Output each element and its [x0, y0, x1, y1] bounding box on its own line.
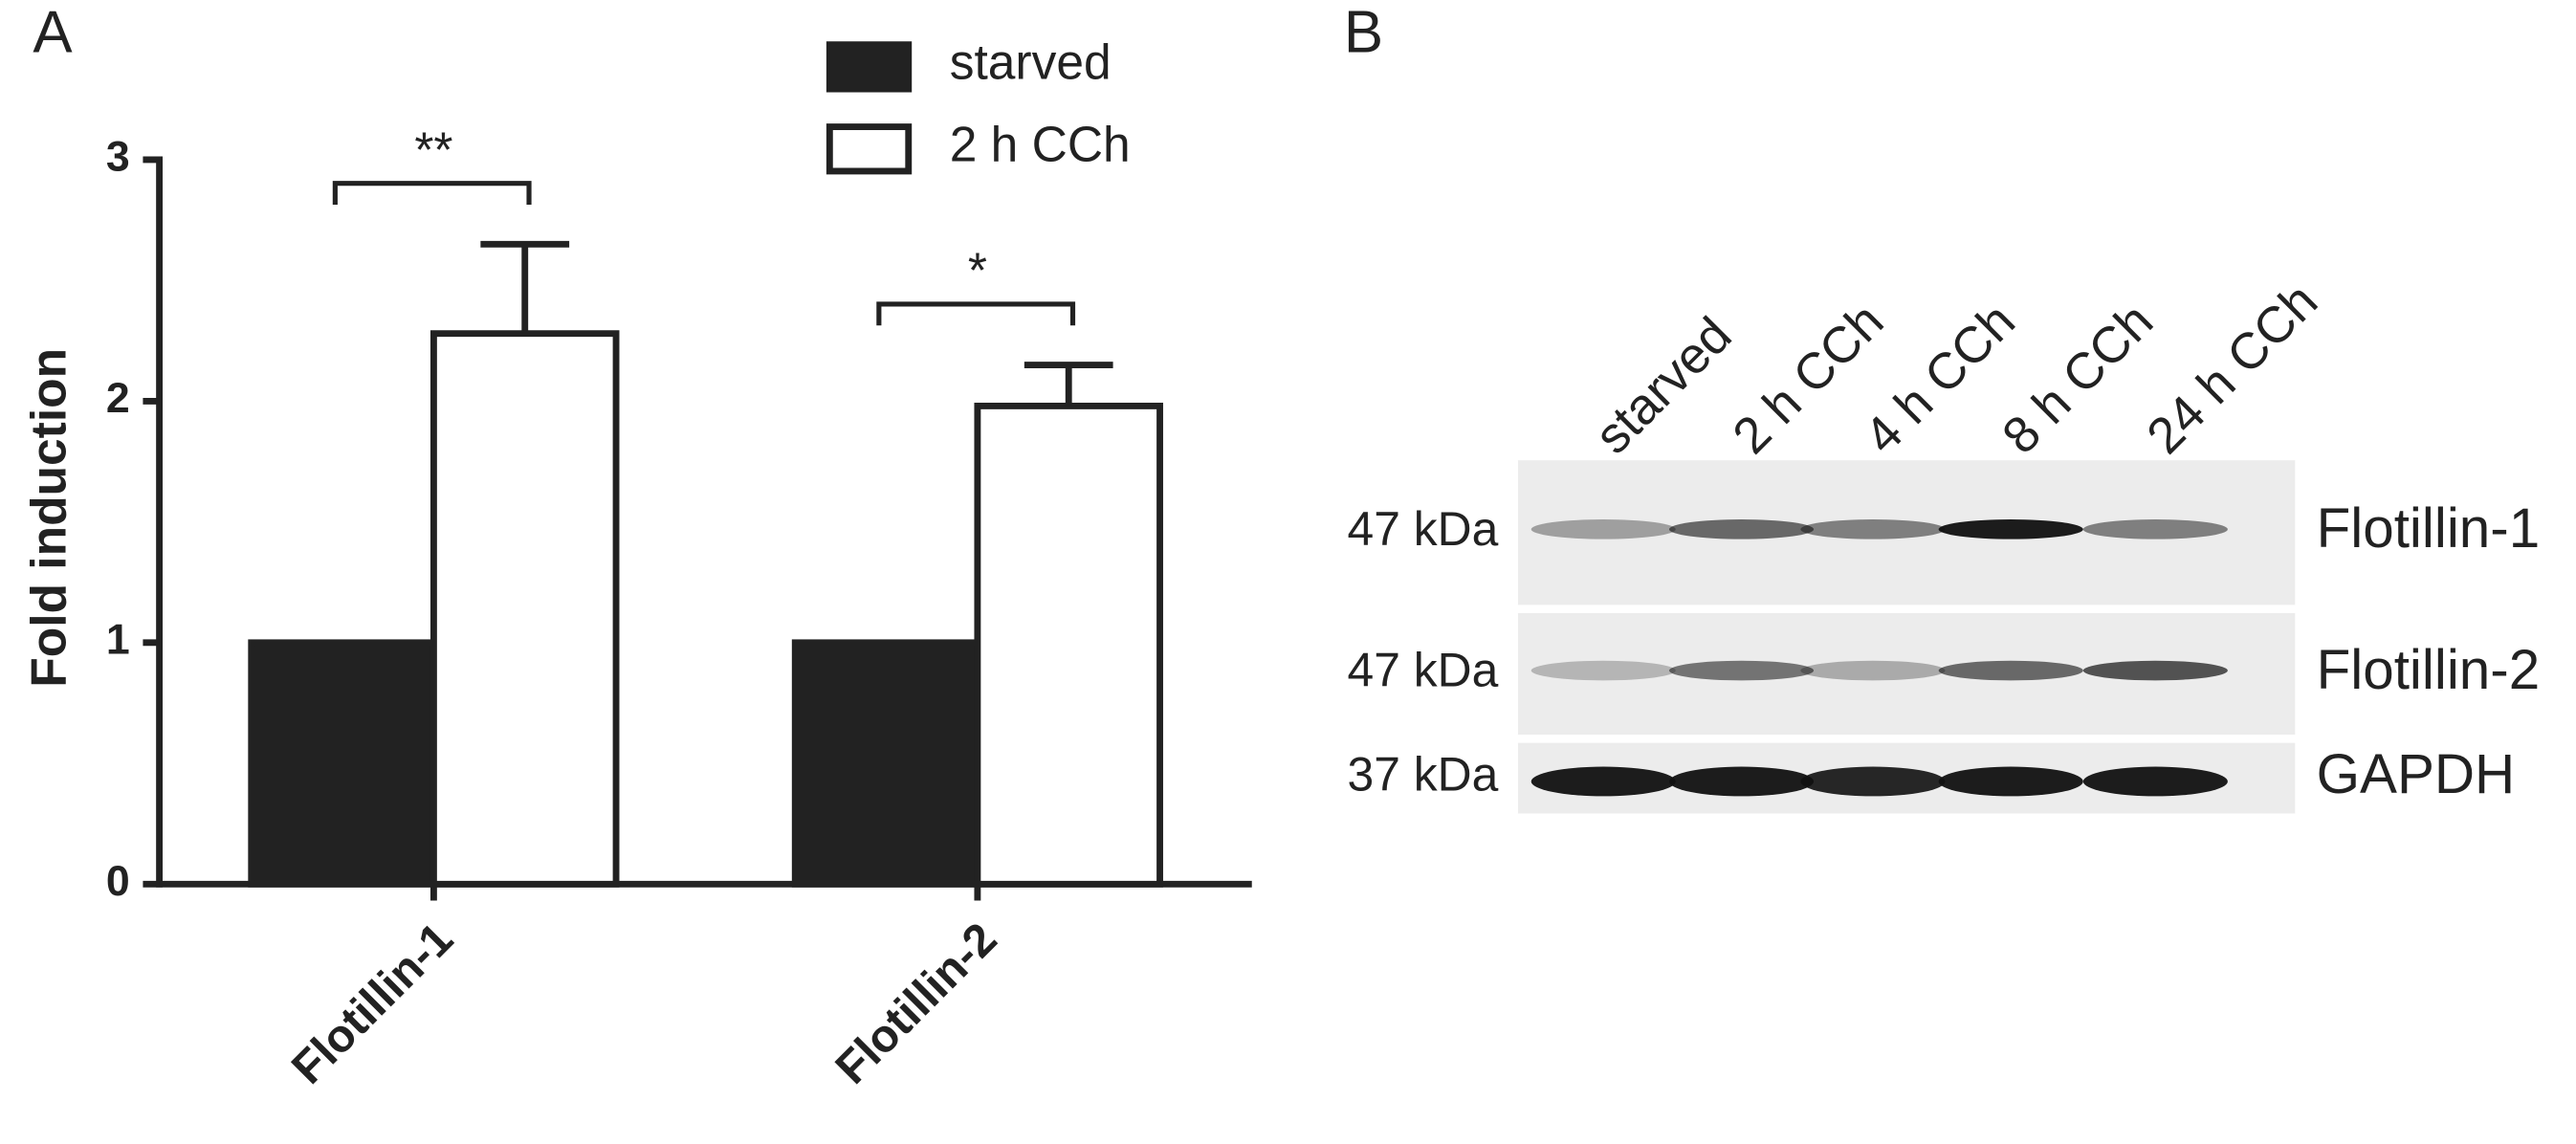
significance-label: * — [968, 243, 987, 298]
protein-label: GAPDH — [2317, 743, 2516, 805]
protein-label: Flotillin-2 — [2317, 639, 2541, 701]
y-tick-label: 3 — [106, 134, 130, 181]
band — [1530, 660, 1676, 681]
band — [1800, 766, 1946, 797]
y-tick-label: 1 — [106, 617, 130, 664]
band — [1668, 766, 1815, 797]
band — [1530, 519, 1676, 539]
panel-label: B — [1344, 0, 1383, 65]
bar — [791, 639, 981, 888]
band — [1530, 766, 1676, 797]
legend-label: 2 h CCh — [950, 117, 1131, 172]
band — [1800, 519, 1946, 539]
legend-swatch — [826, 41, 913, 93]
legend-swatch — [826, 123, 913, 175]
x-tick-label: Flotillin-1 — [282, 913, 463, 1093]
protein-label: Flotillin-1 — [2317, 497, 2541, 560]
significance-bracket — [332, 181, 532, 206]
band — [1668, 519, 1815, 539]
size-label: 47 kDa — [1348, 644, 1499, 697]
size-label: 47 kDa — [1348, 502, 1499, 556]
bar — [974, 402, 1163, 888]
x-tick-label: Flotillin-2 — [826, 913, 1006, 1093]
lane-label: 8 h CCh — [1992, 293, 2164, 465]
band — [1800, 660, 1946, 681]
band — [1668, 660, 1815, 681]
error-bar — [480, 240, 570, 334]
y-tick-label: 0 — [106, 858, 130, 905]
band — [2082, 660, 2228, 681]
band — [2082, 766, 2228, 797]
legend-label: starved — [950, 34, 1112, 90]
lane-label: 24 h CCh — [2136, 273, 2328, 465]
significance-label: ** — [414, 121, 452, 177]
size-label: 37 kDa — [1348, 748, 1499, 802]
band — [2082, 519, 2228, 539]
significance-bracket — [876, 301, 1076, 326]
bar — [429, 330, 620, 888]
panel-label: A — [33, 0, 73, 65]
band — [1938, 660, 2083, 681]
error-bar — [1024, 362, 1113, 407]
lane-label: starved — [1584, 307, 1742, 465]
band — [1938, 766, 2083, 797]
band — [1938, 519, 2083, 539]
y-tick-label: 2 — [106, 375, 130, 422]
bar — [248, 639, 437, 888]
y-axis-label: Fold induction — [21, 348, 77, 688]
